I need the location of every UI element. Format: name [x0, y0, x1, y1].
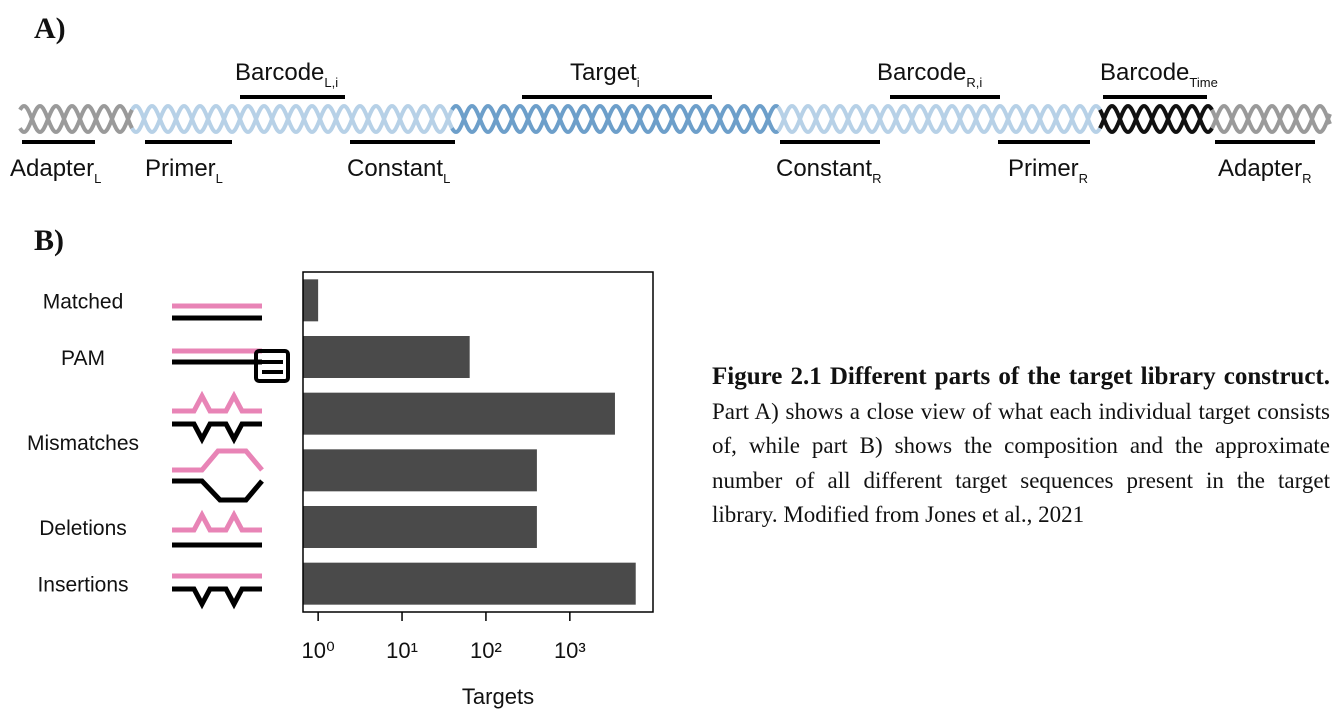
x-tick-label: 10²	[470, 638, 502, 663]
label-subscript: L	[443, 171, 450, 186]
label-text: Primer	[1008, 155, 1079, 182]
icon-line	[172, 424, 262, 439]
label-subscript: L	[216, 171, 223, 186]
bar	[303, 506, 537, 548]
x-tick-label: 10³	[554, 638, 586, 663]
caption-text: Part A) shows a close view of what each …	[712, 399, 1330, 528]
dna-helix	[20, 106, 1330, 132]
label-subscript: i	[637, 75, 640, 90]
x-axis-title: Targets	[462, 684, 534, 709]
segment-label: BarcodeR,i	[877, 59, 982, 90]
label-text: Target	[570, 59, 637, 86]
figure-graphic: A) B) Matched PAM Mismatches Deletions Inser…	[0, 0, 1341, 711]
segment-label: Targeti	[570, 59, 640, 90]
bar-chart: Matched PAM Mismatches Deletions Insertions 1…	[27, 272, 653, 709]
label-subscript: R	[1302, 171, 1311, 186]
segment-label: BarcodeL,i	[235, 59, 338, 90]
bar	[303, 449, 537, 491]
label-subscript: R	[1079, 171, 1088, 186]
icon-line	[172, 515, 262, 530]
label-subscript: R	[872, 171, 881, 186]
bar	[303, 563, 636, 605]
plot-frame	[303, 272, 653, 612]
label-text: Adapter	[1218, 155, 1302, 182]
label-text: Adapter	[10, 155, 94, 182]
segment-label: PrimerL	[145, 155, 223, 186]
icon-line	[172, 481, 262, 500]
bar	[303, 279, 318, 321]
label-text: Constant	[776, 155, 872, 182]
x-tick-label: 10⁰	[301, 638, 334, 663]
caption-label: Figure 2.1 Different parts of the target…	[712, 363, 1330, 390]
figure-caption: Figure 2.1 Different parts of the target…	[712, 360, 1330, 533]
panel-label: A)	[34, 12, 66, 45]
bar	[303, 393, 615, 435]
label-text: Constant	[347, 155, 443, 182]
y-tick-label: Insertions	[37, 574, 128, 597]
y-tick-label: PAM	[61, 347, 105, 370]
label-text: Barcode	[235, 59, 324, 86]
icon-line	[172, 451, 262, 470]
y-tick-label: Matched	[43, 290, 124, 313]
segment-label: ConstantL	[347, 155, 450, 186]
segment-label: ConstantR	[776, 155, 881, 186]
segment-label: AdapterR	[1218, 155, 1311, 186]
variant-icons	[172, 306, 288, 604]
y-tick-label: Mismatches	[27, 432, 139, 455]
y-tick-label: Deletions	[39, 517, 127, 540]
x-tick-label: 10¹	[386, 638, 418, 663]
pam-box	[256, 351, 288, 381]
label-text: Primer	[145, 155, 216, 182]
figure: A) B) Matched PAM Mismatches Deletions Inser…	[0, 0, 1341, 711]
segment-label: PrimerR	[1008, 155, 1088, 186]
segment-label: AdapterL	[10, 155, 101, 186]
label-subscript: L	[94, 171, 101, 186]
bar	[303, 336, 470, 378]
icon-line	[172, 589, 262, 604]
label-text: Barcode	[877, 59, 966, 86]
label-subscript: L,i	[324, 75, 338, 90]
segment-label: BarcodeTime	[1100, 59, 1218, 90]
label-subscript: Time	[1189, 75, 1217, 90]
label-text: Barcode	[1100, 59, 1189, 86]
panel-label: B)	[34, 224, 64, 257]
icon-line	[172, 396, 262, 411]
label-subscript: R,i	[966, 75, 982, 90]
